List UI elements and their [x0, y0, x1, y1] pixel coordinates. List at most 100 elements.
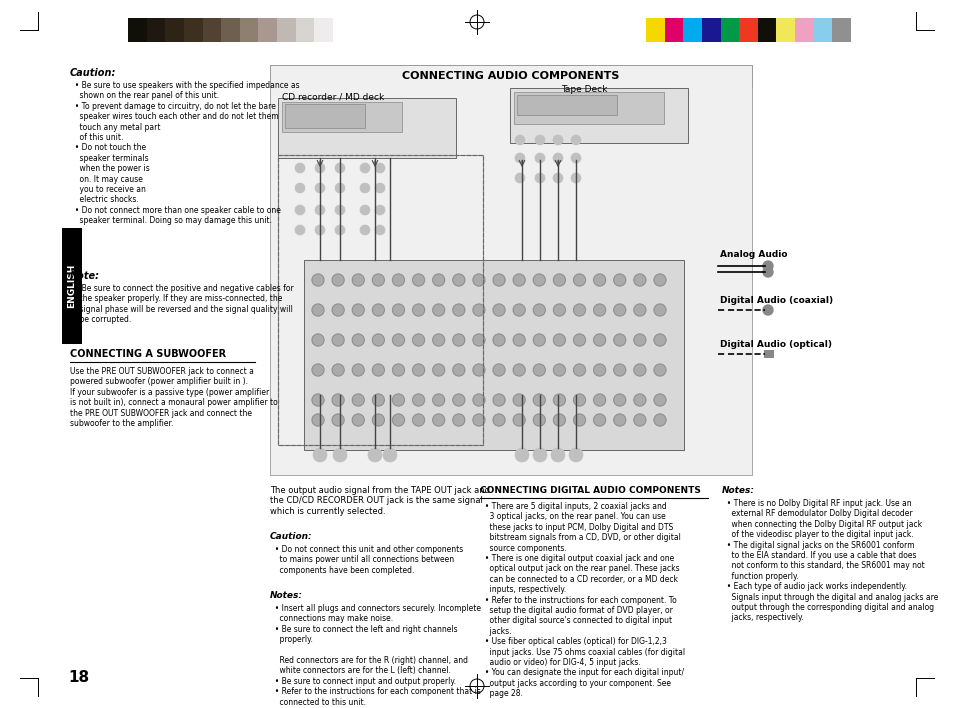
Bar [277, 98, 456, 158]
Circle shape [513, 274, 524, 286]
Circle shape [762, 267, 772, 277]
Circle shape [535, 135, 544, 145]
Bar [701, 18, 720, 42]
Bar [664, 18, 682, 42]
Circle shape [613, 304, 625, 316]
Circle shape [375, 183, 385, 193]
Circle shape [613, 364, 625, 376]
Circle shape [392, 414, 404, 426]
Circle shape [493, 274, 504, 286]
Circle shape [593, 274, 605, 286]
Circle shape [593, 334, 605, 346]
Circle shape [392, 364, 404, 376]
Circle shape [473, 304, 484, 316]
Text: The output audio signal from the TAPE OUT jack and
the CD/CD RECORDER OUT jack i: The output audio signal from the TAPE OU… [270, 486, 490, 516]
Circle shape [553, 274, 565, 286]
Circle shape [553, 153, 562, 163]
Circle shape [412, 394, 424, 406]
Circle shape [412, 364, 424, 376]
Circle shape [533, 274, 545, 286]
Circle shape [375, 163, 385, 173]
Circle shape [372, 334, 384, 346]
Circle shape [493, 394, 504, 406]
Circle shape [312, 394, 324, 406]
Circle shape [312, 364, 324, 376]
Circle shape [553, 173, 562, 183]
Circle shape [359, 163, 370, 173]
Circle shape [533, 364, 545, 376]
Circle shape [392, 394, 404, 406]
Bar [270, 65, 751, 475]
Text: Use the PRE OUT SUBWOOFER jack to connect a
powered subwoofer (power amplifier b: Use the PRE OUT SUBWOOFER jack to connec… [70, 367, 277, 428]
Circle shape [313, 448, 327, 462]
Bar [295, 18, 314, 42]
Circle shape [593, 304, 605, 316]
Circle shape [513, 334, 524, 346]
Bar [514, 92, 663, 124]
Circle shape [762, 261, 772, 271]
Circle shape [352, 304, 364, 316]
Circle shape [335, 225, 345, 235]
Circle shape [533, 334, 545, 346]
Bar [682, 18, 701, 42]
Circle shape [359, 183, 370, 193]
Circle shape [515, 135, 524, 145]
Circle shape [633, 334, 645, 346]
Circle shape [433, 274, 444, 286]
Bar [282, 102, 401, 132]
Circle shape [332, 304, 344, 316]
Bar [285, 104, 365, 128]
Circle shape [372, 274, 384, 286]
Circle shape [613, 274, 625, 286]
Bar [202, 18, 221, 42]
Circle shape [382, 448, 396, 462]
Circle shape [535, 173, 544, 183]
Circle shape [473, 364, 484, 376]
Bar [184, 18, 202, 42]
Circle shape [573, 274, 585, 286]
Bar [239, 18, 258, 42]
Circle shape [453, 364, 464, 376]
Circle shape [332, 274, 344, 286]
Circle shape [392, 304, 404, 316]
Circle shape [335, 205, 345, 215]
Bar [645, 18, 664, 42]
Text: • There is no Dolby Digital RF input jack. Use an
    external RF demodulator Do: • There is no Dolby Digital RF input jac… [721, 499, 938, 622]
Circle shape [473, 414, 484, 426]
Circle shape [633, 394, 645, 406]
Circle shape [515, 153, 524, 163]
Circle shape [473, 394, 484, 406]
Circle shape [433, 394, 444, 406]
Circle shape [654, 414, 665, 426]
Circle shape [412, 334, 424, 346]
Circle shape [433, 414, 444, 426]
Bar [128, 18, 147, 42]
Bar [62, 228, 82, 344]
Circle shape [553, 394, 565, 406]
Text: Analog Audio: Analog Audio [720, 250, 786, 259]
Circle shape [573, 304, 585, 316]
Circle shape [553, 414, 565, 426]
Circle shape [312, 304, 324, 316]
Circle shape [312, 414, 324, 426]
Circle shape [613, 394, 625, 406]
Circle shape [493, 304, 504, 316]
Circle shape [392, 274, 404, 286]
Bar [277, 155, 482, 445]
Circle shape [352, 334, 364, 346]
Text: ENGLISH: ENGLISH [68, 264, 76, 308]
Circle shape [654, 304, 665, 316]
Circle shape [332, 364, 344, 376]
Bar [813, 18, 831, 42]
Bar [720, 18, 739, 42]
Circle shape [571, 153, 580, 163]
Circle shape [294, 163, 305, 173]
Circle shape [294, 205, 305, 215]
Bar [517, 95, 617, 115]
Circle shape [633, 414, 645, 426]
Circle shape [533, 414, 545, 426]
Bar [763, 350, 773, 358]
Bar [757, 18, 776, 42]
Circle shape [412, 414, 424, 426]
Bar [165, 18, 184, 42]
